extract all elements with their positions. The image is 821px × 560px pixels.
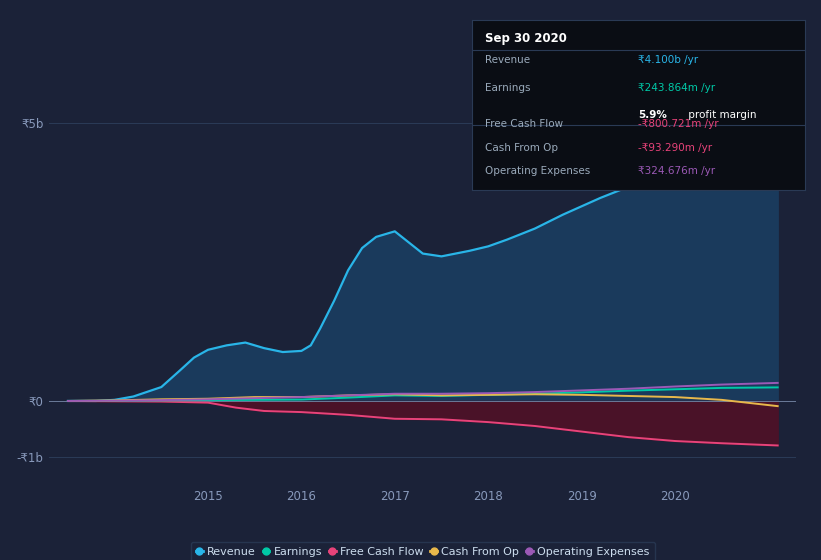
Text: -₹93.290m /yr: -₹93.290m /yr	[639, 143, 713, 152]
Text: Free Cash Flow: Free Cash Flow	[485, 119, 563, 129]
Text: profit margin: profit margin	[685, 110, 756, 120]
Text: -₹800.721m /yr: -₹800.721m /yr	[639, 119, 719, 129]
Text: Cash From Op: Cash From Op	[485, 143, 558, 152]
Text: 5.9%: 5.9%	[639, 110, 667, 120]
Text: Operating Expenses: Operating Expenses	[485, 166, 590, 176]
Legend: Revenue, Earnings, Free Cash Flow, Cash From Op, Operating Expenses: Revenue, Earnings, Free Cash Flow, Cash …	[190, 542, 655, 560]
Text: ₹324.676m /yr: ₹324.676m /yr	[639, 166, 715, 176]
Text: Revenue: Revenue	[485, 55, 530, 66]
Text: ₹4.100b /yr: ₹4.100b /yr	[639, 55, 699, 66]
Text: Sep 30 2020: Sep 30 2020	[485, 31, 567, 45]
Text: Earnings: Earnings	[485, 83, 531, 93]
Text: ₹243.864m /yr: ₹243.864m /yr	[639, 83, 715, 93]
